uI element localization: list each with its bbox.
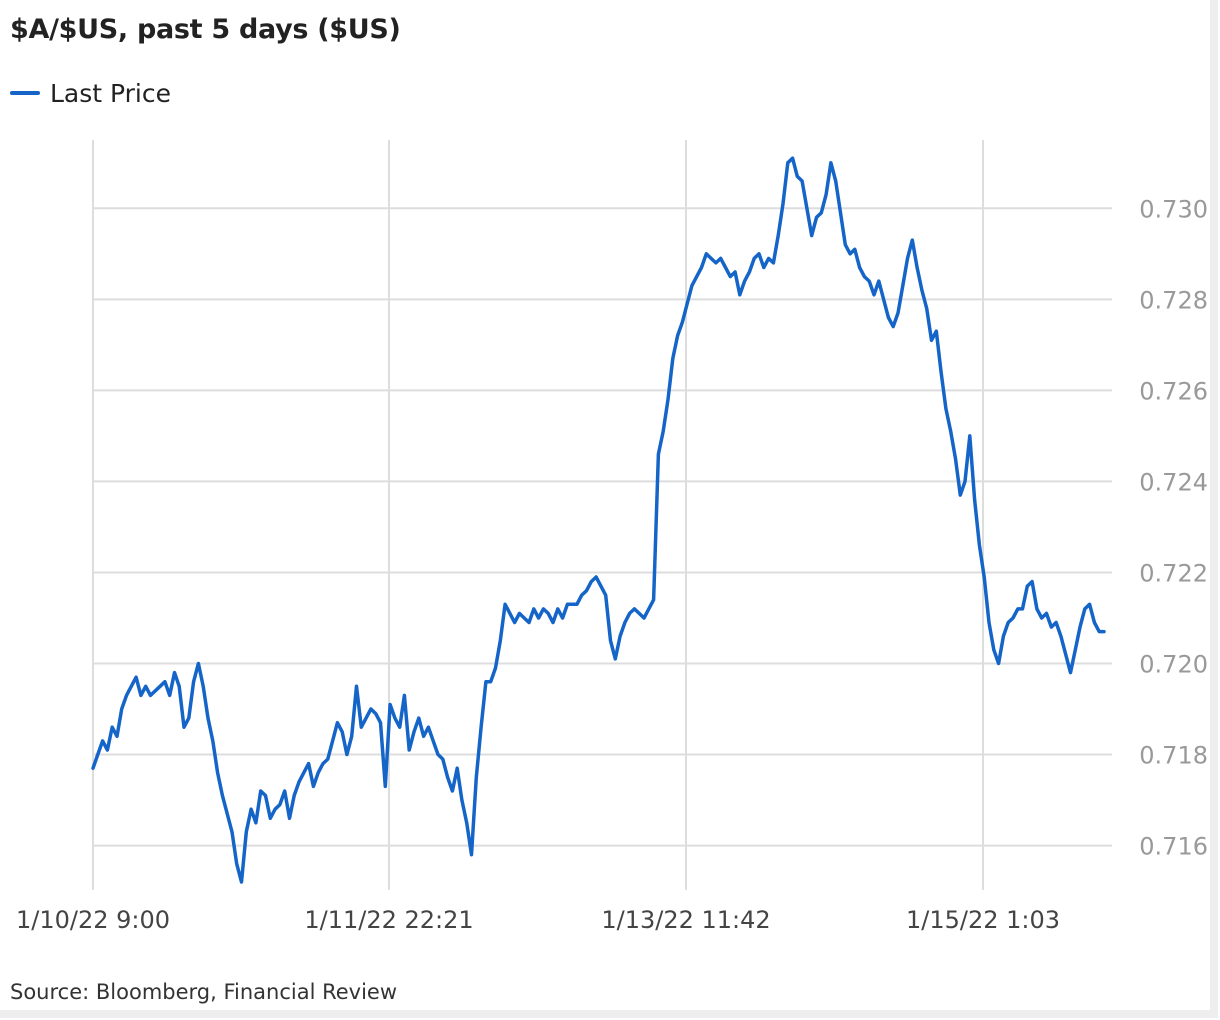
- series-layer: [91, 156, 1106, 884]
- source-note: Source: Bloomberg, Financial Review: [10, 980, 398, 1004]
- y-tick-label-6: 0.728: [1139, 286, 1208, 314]
- legend-swatch-last-price: [10, 91, 40, 95]
- x-tick-label-1: 1/11/22 22:21: [304, 906, 473, 934]
- y-tick-label-7: 0.730: [1139, 195, 1208, 223]
- horizontal-gridlines: [93, 207, 1112, 847]
- x-tick-label-0: 1/10/22 9:00: [16, 906, 170, 934]
- y-tick-label-0: 0.716: [1139, 833, 1208, 861]
- y-tick-label-3: 0.722: [1139, 559, 1208, 587]
- x-axis-tick-labels: 1/10/22 9:00 1/11/22 22:21 1/13/22 11:42 1/…: [16, 906, 1060, 934]
- legend[interactable]: Last Price: [10, 76, 171, 110]
- x-tick-label-3: 1/15/22 1:03: [906, 906, 1060, 934]
- y-tick-label-2: 0.720: [1139, 650, 1208, 678]
- series-line-0: [91, 156, 1106, 884]
- x-tick-label-2: 1/13/22 11:42: [601, 906, 770, 934]
- y-axis-tick-labels: 0.716 0.718 0.720 0.722 0.724 0.726 0.728 0.730: [1139, 195, 1208, 860]
- legend-label-last-price: Last Price: [50, 78, 172, 108]
- y-tick-label-4: 0.724: [1139, 468, 1208, 496]
- y-tick-label-5: 0.726: [1139, 377, 1208, 405]
- y-tick-label-1: 0.718: [1139, 742, 1208, 770]
- chart-title: $A/$US, past 5 days ($US): [10, 14, 401, 45]
